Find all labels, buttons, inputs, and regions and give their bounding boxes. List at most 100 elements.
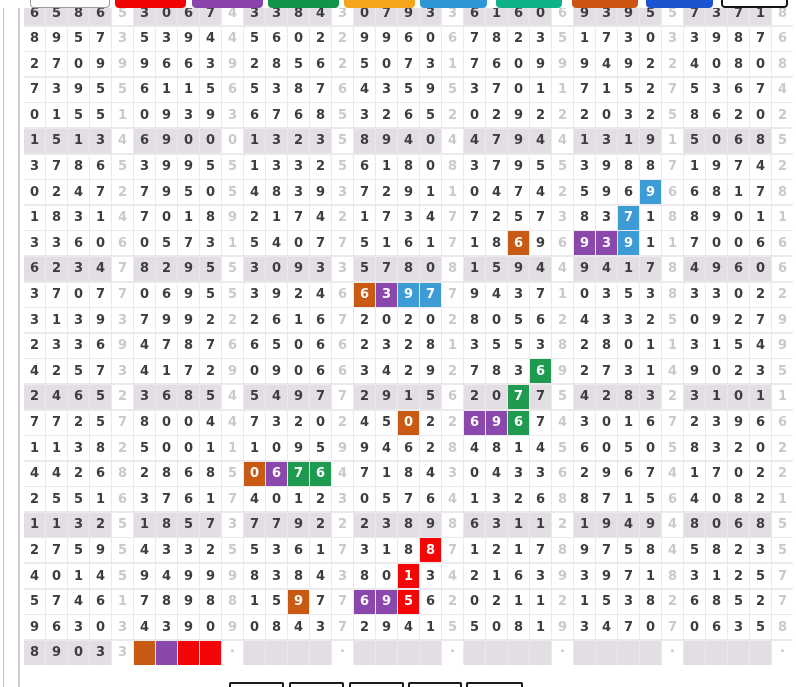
grid-cell: 5 [200, 154, 221, 179]
empty-cell [574, 640, 595, 665]
grid-cell: 0 [156, 436, 177, 461]
grid-cell: 1 [750, 205, 771, 230]
grid-cell: 7 [530, 205, 551, 230]
empty-cell [288, 640, 309, 665]
grid-cell: 5 [244, 384, 265, 409]
separator-cell: 1 [552, 282, 573, 307]
grid-cell: 9 [530, 52, 551, 77]
grid-cell: 7 [376, 256, 397, 281]
left-border-line [3, 8, 4, 687]
grid-cell: 1 [24, 512, 45, 537]
purple-filter-button[interactable] [192, 0, 263, 8]
highlighted-cell: 5 [398, 589, 419, 614]
grid-cell: 4 [134, 359, 155, 384]
grid-cell: 2 [486, 205, 507, 230]
grid-cell: 8 [684, 512, 705, 537]
grid-cell: 5 [596, 589, 617, 614]
separator-cell: 2 [442, 359, 463, 384]
grid-cell: 7 [464, 26, 485, 51]
highlighted-cell: 9 [288, 589, 309, 614]
grid-cell: 7 [530, 538, 551, 563]
grid-cell: 2 [354, 615, 375, 640]
grid-cell: 4 [376, 436, 397, 461]
dot-cell: . [662, 640, 683, 665]
grid-cell: 1 [24, 436, 45, 461]
amber-filter-button[interactable] [344, 0, 415, 8]
grid-cell: 4 [354, 77, 375, 102]
separator-cell: 4 [442, 564, 463, 589]
grid-cell: 0 [684, 615, 705, 640]
red-filter-button[interactable] [115, 0, 186, 8]
grid-cell: 9 [156, 154, 177, 179]
grid-cell: 9 [156, 128, 177, 153]
separator-cell: 9 [222, 205, 243, 230]
grid-cell: 1 [750, 384, 771, 409]
grid-cell: 1 [530, 512, 551, 537]
grid-cell: 7 [266, 512, 287, 537]
empty-cell [420, 640, 441, 665]
light-blue-filter-button[interactable] [420, 0, 487, 8]
separator-cell: 7 [332, 538, 353, 563]
grid-cell: 2 [750, 461, 771, 486]
grid-cell: 1 [90, 205, 111, 230]
separator-cell: 1 [442, 180, 463, 205]
teal-filter-button[interactable] [496, 0, 562, 8]
grid-cell: 6 [398, 231, 419, 256]
separator-cell: 6 [442, 26, 463, 51]
grid-cell: 0 [728, 384, 749, 409]
filter-select-button[interactable] [30, 0, 110, 8]
grid-cell: 3 [266, 538, 287, 563]
separator-cell: 3 [112, 308, 133, 333]
bottom-button-3[interactable] [349, 682, 404, 687]
grid-cell: 6 [398, 103, 419, 128]
grid-cell: 1 [376, 154, 397, 179]
separator-cell: 4 [662, 512, 683, 537]
grid-cell: 3 [684, 282, 705, 307]
grid-cell: 2 [750, 487, 771, 512]
separator-cell: 3 [222, 103, 243, 128]
grid-cell: 5 [464, 615, 485, 640]
grid-cell: 1 [376, 461, 397, 486]
green-filter-button[interactable] [268, 0, 339, 8]
grid-cell: 0 [244, 615, 265, 640]
dark-orange-filter-button[interactable] [572, 0, 638, 8]
bottom-button-4[interactable] [408, 682, 462, 687]
grid-cell: 7 [266, 103, 287, 128]
grid-cell: 0 [640, 436, 661, 461]
grid-cell: 7 [134, 589, 155, 614]
bottom-button-2[interactable] [289, 682, 344, 687]
grid-cell: 1 [46, 103, 67, 128]
blue-filter-button[interactable] [646, 0, 713, 8]
separator-cell: 8 [442, 512, 463, 537]
grid-cell: 9 [728, 410, 749, 435]
highlighted-cell: 9 [640, 180, 661, 205]
grid-cell: 5 [178, 512, 199, 537]
grid-cell: 8 [156, 512, 177, 537]
grid-cell: 7 [24, 410, 45, 435]
grid-cell: 8 [266, 615, 287, 640]
grid-cell: 0 [750, 436, 771, 461]
grid-cell: 9 [376, 26, 397, 51]
bottom-button-1[interactable] [229, 682, 284, 687]
separator-cell: 6 [772, 256, 793, 281]
separator-cell: 2 [772, 461, 793, 486]
grid-cell: 9 [376, 615, 397, 640]
grid-cell: 7 [310, 384, 331, 409]
grid-cell: 2 [486, 589, 507, 614]
white-outline-button[interactable] [721, 0, 788, 8]
grid-cell: 9 [178, 308, 199, 333]
separator-cell: 9 [222, 564, 243, 589]
grid-cell: 5 [200, 282, 221, 307]
grid-cell: 9 [178, 256, 199, 281]
separator-cell: 2 [552, 512, 573, 537]
separator-cell: 6 [332, 333, 353, 358]
grid-cell: 8 [750, 128, 771, 153]
grid-cell: 6 [354, 154, 375, 179]
grid-cell: 0 [728, 231, 749, 256]
color-block [200, 640, 221, 665]
dot-cell: . [222, 640, 243, 665]
grid-cell: 4 [46, 461, 67, 486]
separator-cell: 7 [662, 410, 683, 435]
bottom-button-5[interactable] [466, 682, 523, 687]
grid-cell: 3 [288, 180, 309, 205]
